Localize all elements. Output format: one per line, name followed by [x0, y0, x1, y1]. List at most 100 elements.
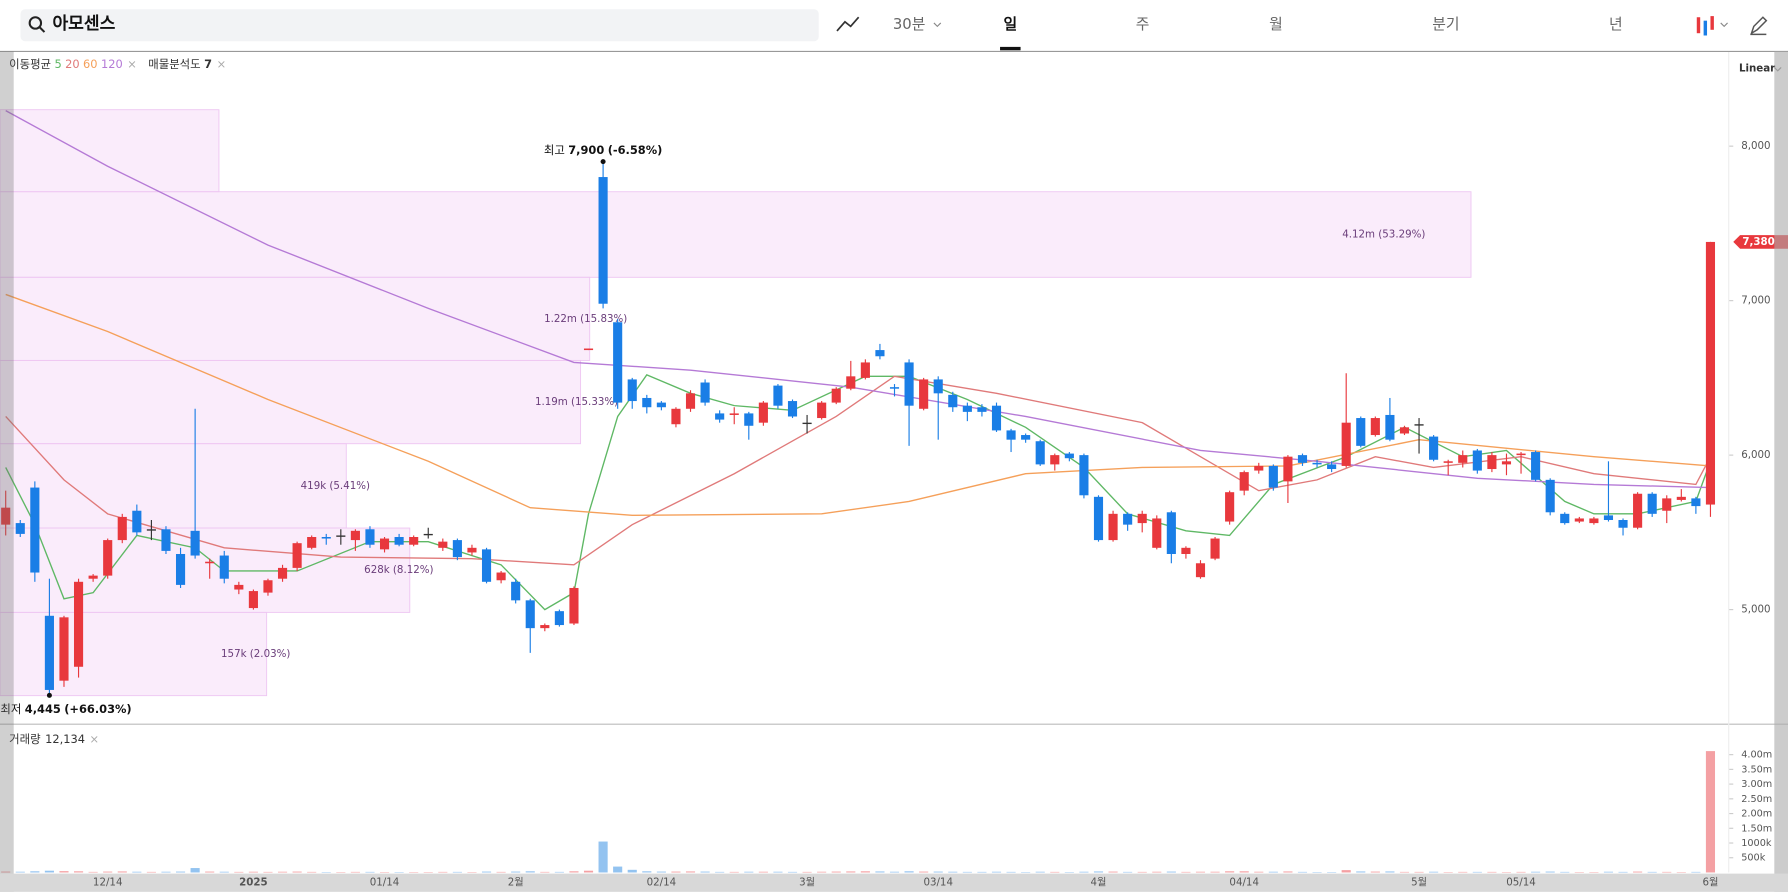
volume-bar — [773, 871, 783, 873]
period-tab[interactable]: 일 — [1003, 16, 1017, 33]
candle-body — [802, 422, 812, 425]
volume-bar — [511, 871, 521, 873]
candle-body — [263, 580, 273, 593]
volume-bar — [1268, 871, 1278, 873]
volume-bar — [1487, 871, 1497, 873]
close-icon: × — [217, 56, 227, 70]
x-tick-label: 05/14 — [1506, 877, 1536, 889]
x-tick-label: 6월 — [1702, 877, 1718, 889]
volume-bar — [1633, 871, 1643, 873]
search-box[interactable] — [20, 9, 819, 42]
volume-bar — [1166, 871, 1176, 873]
volume-bar — [132, 871, 142, 873]
candle-body — [598, 177, 608, 304]
candle-body — [1647, 493, 1657, 514]
ma-period: 120 — [101, 56, 123, 70]
volume-bar — [1662, 871, 1672, 873]
volume-bar — [190, 868, 200, 873]
candle-body — [540, 625, 550, 629]
candle-body — [219, 555, 229, 579]
candle-body — [758, 402, 768, 423]
candle-body — [1239, 472, 1249, 491]
volume-bar — [234, 871, 244, 873]
volume-bar — [1093, 871, 1104, 873]
candle-body — [73, 581, 84, 667]
candle-body — [671, 408, 681, 425]
candle-body — [496, 572, 506, 581]
interval[interactable]: 30분 — [893, 16, 925, 33]
volume-bar — [1137, 871, 1147, 873]
volume-bar — [1618, 871, 1628, 873]
volume-bar — [948, 871, 958, 873]
volume-bar — [817, 871, 827, 873]
candle-icon[interactable] — [1710, 16, 1714, 30]
candle-body — [1487, 455, 1497, 470]
volume-bar — [1705, 751, 1716, 873]
candle-body — [234, 584, 244, 590]
chart-type-icon[interactable] — [836, 16, 860, 32]
candle-body — [205, 561, 215, 564]
candle-body — [1676, 496, 1686, 500]
volume-bar — [452, 871, 462, 873]
scale-mode[interactable]: Linear — [1739, 63, 1776, 75]
candle-body — [627, 379, 637, 402]
volume-bar — [59, 871, 69, 873]
close-icon: × — [90, 732, 100, 746]
volume-bar — [1516, 871, 1526, 873]
extreme-dot — [46, 692, 52, 698]
candle-icon[interactable] — [1696, 17, 1701, 34]
candle-body — [787, 401, 798, 417]
volume-bar — [73, 871, 84, 873]
profile-label: 1.19m (15.33%) — [535, 396, 618, 408]
volume-bar — [161, 871, 171, 873]
candle-body — [773, 385, 783, 406]
y-tick-label: 8,000 — [1741, 140, 1770, 152]
volume-bar — [962, 871, 972, 873]
candle-body — [30, 487, 40, 573]
volume-bar — [1385, 871, 1395, 873]
volume-bar — [365, 871, 375, 873]
volume-bar — [1370, 871, 1380, 873]
candle-body — [1414, 424, 1424, 426]
period-tab[interactable]: 주 — [1136, 16, 1150, 33]
search-icon — [39, 26, 46, 33]
candle-body — [161, 529, 171, 551]
volume-bar — [904, 871, 914, 873]
candle-body — [88, 575, 98, 579]
search-text[interactable]: 아모센스 — [52, 14, 115, 34]
volume-bar — [307, 871, 317, 873]
frame-right — [1774, 51, 1788, 892]
volume-bar — [1545, 871, 1555, 873]
candle-body — [1443, 461, 1453, 463]
candle-body — [175, 553, 186, 585]
volume-bar — [540, 871, 550, 873]
volume-bar — [1181, 871, 1191, 873]
candle-body — [642, 397, 652, 408]
volume-bar — [802, 871, 812, 873]
candle-body — [919, 379, 929, 409]
period-tab[interactable]: 분기 — [1432, 16, 1459, 33]
candle-body — [933, 379, 943, 394]
candle-body — [554, 611, 564, 626]
draw-icon[interactable] — [1750, 16, 1768, 36]
profile-band — [0, 527, 411, 613]
ma-period: 60 — [83, 56, 98, 70]
ma-period: 5 — [54, 56, 61, 70]
volume-bar — [642, 871, 652, 873]
period-tab[interactable]: 월 — [1269, 16, 1283, 33]
volume-bar — [117, 871, 127, 873]
volume-tick-label: 500k — [1741, 853, 1765, 864]
candle-icon[interactable] — [1703, 20, 1708, 36]
candle-body — [977, 407, 987, 412]
period-tab[interactable]: 년 — [1609, 16, 1623, 33]
candle-body — [1181, 547, 1191, 554]
candle-body — [1283, 456, 1293, 482]
candle-body — [613, 322, 623, 403]
volume-bar — [1560, 871, 1570, 873]
search-icon — [28, 16, 43, 30]
volume-bar — [1050, 871, 1060, 873]
candle-body — [1225, 492, 1235, 522]
volume-bar — [685, 871, 696, 873]
volume-tick-label: 2.00m — [1741, 809, 1772, 820]
volume-bar — [525, 871, 535, 873]
